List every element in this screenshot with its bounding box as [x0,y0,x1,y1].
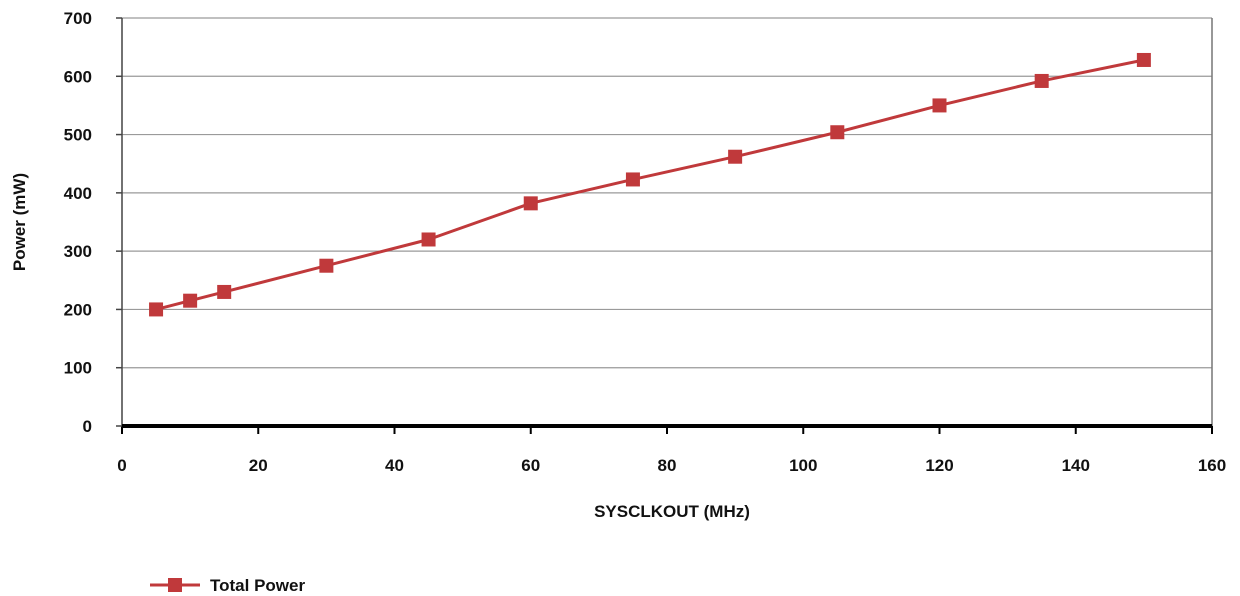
x-tick-label-160: 160 [1198,456,1226,475]
gridlines [122,17,1212,369]
data-point-90 [728,149,743,164]
data-point-150 [1136,52,1151,67]
data-point-60 [523,196,538,211]
x-tick-label-140: 140 [1062,456,1090,475]
y-tick-label-100: 100 [64,359,92,378]
x-axis-title: SYSCLKOUT (MHz) [594,502,750,521]
y-tick-label-400: 400 [64,184,92,203]
x-tick-label-120: 120 [925,456,953,475]
data-point-120 [932,98,947,113]
series-line-0 [155,58,1145,311]
axes [116,17,1213,434]
y-tick-label-700: 700 [64,9,92,28]
data-point-15 [217,284,232,299]
y-tick-label-200: 200 [64,300,92,319]
data-point-10 [183,293,198,308]
y-tick-label-500: 500 [64,126,92,145]
series-total-power [149,52,1151,317]
data-point-105 [830,125,845,140]
legend: Total Power [150,576,305,595]
x-tick-label-0: 0 [117,456,126,475]
y-tick-label-0: 0 [83,417,92,436]
x-tick-label-20: 20 [249,456,268,475]
y-axis-title: Power (mW) [10,173,29,271]
data-point-135 [1034,73,1049,88]
data-point-45 [421,232,436,247]
y-tick-label-300: 300 [64,242,92,261]
x-tick-label-40: 40 [385,456,404,475]
x-tick-label-60: 60 [521,456,540,475]
legend-label-total-power: Total Power [210,576,305,595]
legend-marker-total-power [168,578,182,592]
data-point-75 [625,172,640,187]
x-tick-label-80: 80 [658,456,677,475]
data-point-30 [319,258,334,273]
y-tick-label-600: 600 [64,67,92,86]
x-tick-label-100: 100 [789,456,817,475]
data-point-5 [149,302,164,317]
tick-labels: 0 20 40 60 80 100 120 140 160 0 100 200 300 400 500 600… [64,9,1227,475]
